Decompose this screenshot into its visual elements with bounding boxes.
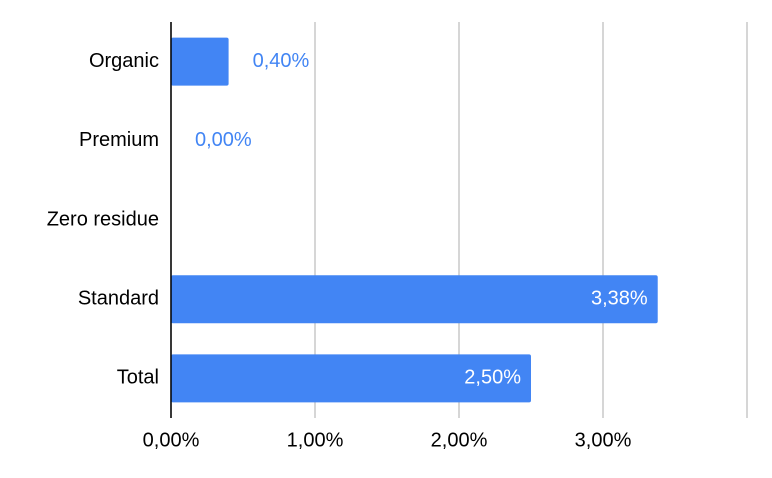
- bar: [171, 37, 229, 86]
- value-label: 0,00%: [195, 129, 252, 151]
- y-tick-label: Zero residue: [47, 208, 159, 230]
- y-tick-label: Premium: [79, 129, 159, 151]
- bar: [171, 275, 658, 324]
- x-tick-label: 3,00%: [575, 429, 632, 451]
- x-tick-label: 2,00%: [431, 429, 488, 451]
- value-label: 0,40%: [253, 50, 310, 72]
- y-tick-label: Organic: [89, 50, 159, 72]
- y-tick-label: Standard: [78, 287, 159, 309]
- y-tick-label: Total: [117, 367, 159, 389]
- value-label: 3,38%: [591, 287, 648, 309]
- value-label: 2,50%: [464, 367, 521, 389]
- bar: [171, 354, 531, 403]
- x-tick-label: 0,00%: [143, 429, 200, 451]
- x-tick-label: 1,00%: [287, 429, 344, 451]
